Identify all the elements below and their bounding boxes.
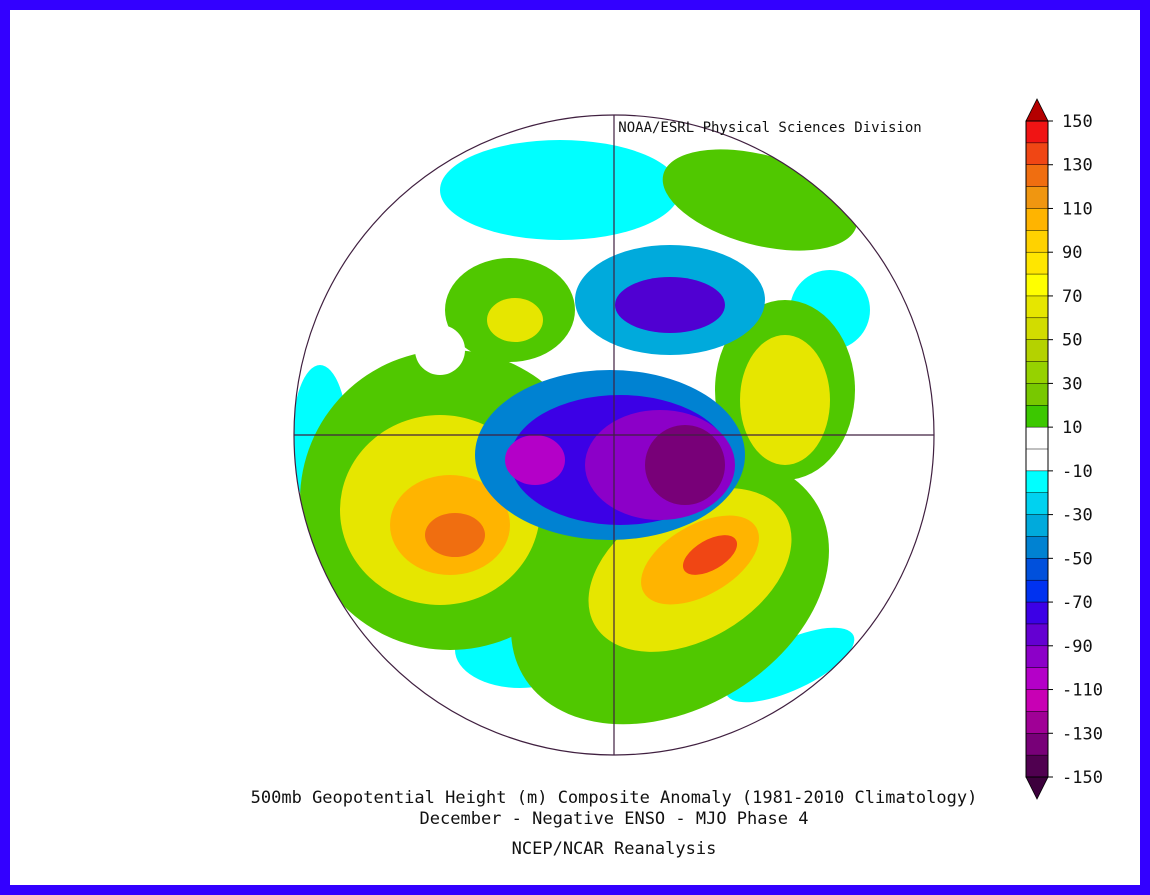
contour-fill	[505, 435, 565, 485]
colorbar-label: 10	[1062, 418, 1082, 438]
colorbar-label: 130	[1062, 156, 1093, 176]
contour-fill	[615, 277, 725, 333]
colorbar-label: -130	[1062, 724, 1103, 744]
color-band	[1025, 186, 1049, 210]
colorbar-label: -10	[1062, 462, 1093, 482]
color-band	[1025, 645, 1049, 669]
contour-fill	[440, 140, 680, 240]
title: 500mb Geopotential Height (m) Composite …	[251, 788, 978, 808]
colorbar-label: -150	[1062, 768, 1103, 788]
source: NCEP/NCAR Reanalysis	[512, 839, 717, 859]
colorbar: 150 130 110 90 70 50 30 10 -10 -30 -50 -70 -90 -110 -1…	[1025, 98, 1103, 800]
anomaly-field	[294, 115, 934, 755]
color-band	[1025, 164, 1049, 188]
colorbar-label: -50	[1062, 549, 1093, 569]
color-band	[1025, 361, 1049, 385]
color-band	[1025, 492, 1049, 516]
color-band	[1025, 448, 1049, 472]
map-frame	[293, 114, 935, 756]
colorbar-label: 70	[1062, 287, 1082, 307]
colorbar-label: 150	[1062, 112, 1093, 132]
contour-fill	[740, 335, 830, 465]
color-band	[1025, 251, 1049, 275]
color-band	[1025, 273, 1049, 297]
color-band	[1025, 689, 1049, 713]
contour-fill	[487, 298, 543, 342]
colorbar-outline	[1025, 120, 1049, 778]
colorbar-label: 110	[1062, 199, 1093, 219]
color-band	[1025, 558, 1049, 581]
colorbar-label: -30	[1062, 506, 1093, 526]
contour-fill	[645, 425, 725, 505]
color-band	[1025, 383, 1049, 407]
color-band	[1025, 711, 1049, 735]
color-band	[1025, 142, 1049, 166]
subtitle: December - Negative ENSO - MJO Phase 4	[420, 809, 809, 829]
contour-fill	[682, 535, 738, 575]
color-band	[1025, 754, 1049, 778]
color-band	[1025, 514, 1049, 538]
colorbar-label: -110	[1062, 681, 1103, 701]
contour-fill	[415, 325, 465, 375]
colorbar-label: 90	[1062, 243, 1082, 263]
credit: NOAA/ESRL Physical Sciences Division	[618, 120, 921, 136]
color-band	[1025, 733, 1049, 756]
color-band	[1025, 426, 1049, 450]
colorbar-label: -90	[1062, 637, 1093, 657]
colorbar-label: 50	[1062, 331, 1082, 351]
over-triangle	[1025, 98, 1049, 122]
under-triangle	[1025, 776, 1049, 800]
color-band	[1025, 470, 1049, 494]
color-band	[1025, 208, 1049, 232]
color-band	[1025, 667, 1049, 691]
color-band	[1025, 579, 1049, 603]
color-band	[1025, 230, 1049, 253]
color-band	[1025, 536, 1049, 560]
colorbar-label: 30	[1062, 374, 1082, 394]
color-band	[1025, 317, 1049, 341]
color-band	[1025, 295, 1049, 319]
color-band	[1025, 623, 1049, 647]
contour-fill	[425, 513, 485, 557]
color-band	[1025, 601, 1049, 625]
colorbar-label: -70	[1062, 593, 1093, 613]
color-band	[1025, 339, 1049, 363]
contour-fill	[725, 627, 855, 703]
color-band	[1025, 405, 1049, 428]
color-band	[1025, 120, 1049, 144]
